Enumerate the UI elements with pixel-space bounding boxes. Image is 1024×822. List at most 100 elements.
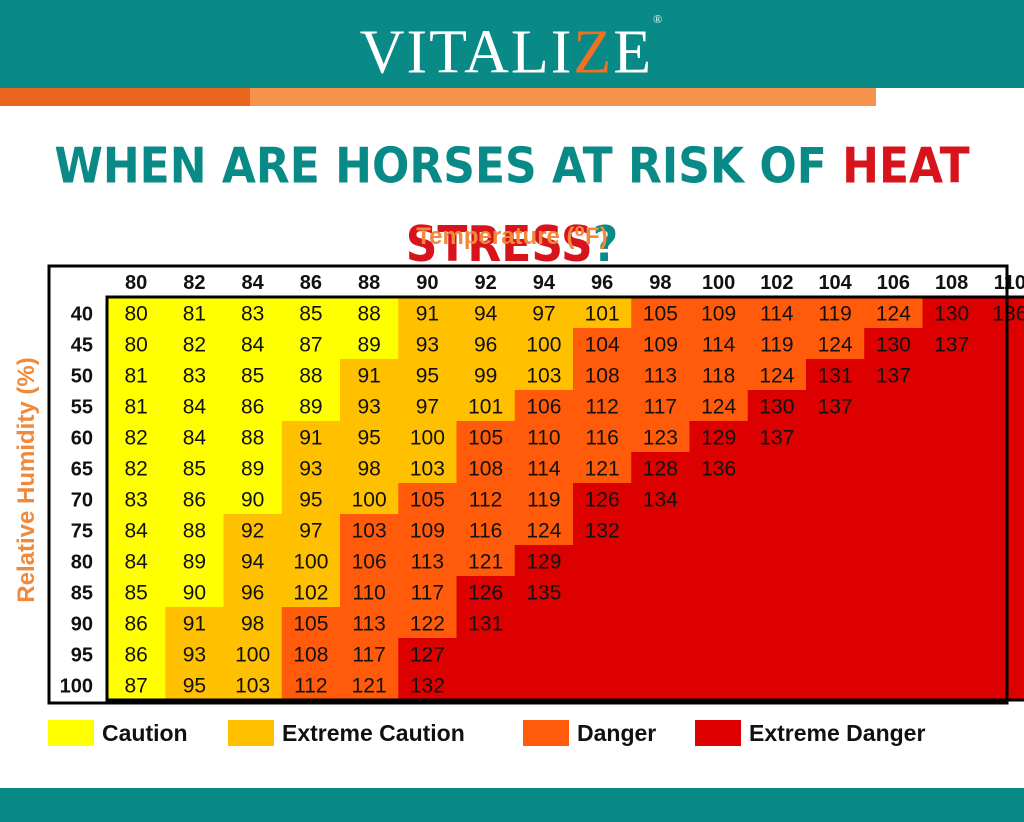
heat-cell-caution — [223, 421, 283, 453]
heat-index-value: 88 — [357, 303, 380, 326]
heat-index-value: 130 — [759, 396, 794, 419]
heat-cell-caution — [165, 297, 225, 329]
heat-cell-danger — [514, 421, 574, 453]
vitalize-logo: VITALIZE® — [0, 12, 1024, 86]
heat-index-value: 80 — [124, 334, 147, 357]
heat-index-value: 81 — [124, 396, 147, 419]
heat-index-value: 95 — [416, 365, 439, 388]
heat-cell-extreme-caution — [340, 452, 399, 484]
x-tick-label: 82 — [183, 272, 205, 294]
heat-cell-extreme-danger — [573, 483, 632, 515]
heat-cell-extreme-danger — [514, 576, 574, 608]
heat-cell-danger — [340, 545, 399, 577]
heat-cell-extreme-caution — [398, 452, 458, 484]
heat-index-value: 101 — [585, 303, 620, 326]
heat-cell-caution — [281, 297, 341, 329]
legend-caution: Caution — [48, 718, 188, 748]
heat-cell-extreme-danger — [573, 638, 632, 670]
heat-index-value: 92 — [241, 520, 264, 543]
heat-index-value: 88 — [299, 365, 322, 388]
heat-cell-extreme-danger — [864, 483, 924, 515]
heat-cell-extreme-danger — [806, 607, 865, 639]
heat-index-value: 88 — [241, 427, 264, 450]
heat-index-value: 84 — [124, 520, 148, 543]
heat-cell-caution — [281, 328, 341, 360]
heat-cell-extreme-caution — [281, 421, 341, 453]
heat-cell-extreme-danger — [514, 669, 574, 701]
heat-cell-danger — [573, 328, 632, 360]
heat-cell-extreme-danger — [922, 328, 982, 360]
heat-cell-extreme-danger — [864, 421, 924, 453]
heat-cell-extreme-danger — [689, 452, 749, 484]
heat-cell-extreme-caution — [456, 297, 516, 329]
heat-index-value: 108 — [468, 458, 503, 481]
heat-cell-extreme-danger — [631, 514, 691, 546]
x-tick-label: 84 — [242, 272, 265, 294]
heat-cell-extreme-danger — [922, 514, 982, 546]
heat-cell-extreme-danger — [922, 483, 982, 515]
heat-index-value: 96 — [241, 582, 264, 605]
heat-cell-extreme-danger — [922, 390, 982, 422]
legend-label-danger: Danger — [577, 719, 657, 746]
heat-cell-extreme-caution — [165, 638, 225, 670]
heat-index-value: 130 — [876, 334, 911, 357]
legend-label-extreme-caution: Extreme Caution — [282, 719, 465, 746]
heat-cell-extreme-danger — [573, 514, 632, 546]
heat-cell-extreme-caution — [456, 328, 516, 360]
heat-cell-caution — [340, 297, 399, 329]
heat-index-value: 84 — [241, 334, 265, 357]
heat-index-value: 98 — [357, 458, 380, 481]
heat-index-value: 91 — [183, 613, 206, 636]
heat-index-value: 89 — [183, 551, 206, 574]
heat-cell-extreme-danger — [514, 545, 574, 577]
heat-cell-danger — [398, 545, 458, 577]
heat-cell-extreme-danger — [573, 576, 632, 608]
heat-index-value: 124 — [701, 396, 736, 419]
y-tick-label: 50 — [71, 366, 93, 388]
heat-cell-caution — [223, 359, 283, 391]
heat-cell-extreme-danger — [573, 545, 632, 577]
heat-cell-extreme-danger — [806, 638, 865, 670]
heat-cell-caution — [340, 328, 399, 360]
heat-cell-danger — [340, 669, 399, 701]
heat-index-value: 122 — [410, 613, 445, 636]
heat-index-value: 117 — [411, 582, 444, 605]
heat-cell-danger — [456, 421, 516, 453]
heat-index-value: 81 — [183, 303, 206, 326]
heat-cell-extreme-danger — [980, 297, 1024, 329]
heat-index-value: 81 — [124, 365, 147, 388]
heat-index-value: 130 — [934, 303, 969, 326]
heat-cell-extreme-danger — [806, 452, 865, 484]
heat-cell-extreme-caution — [456, 390, 516, 422]
heat-cell-danger — [398, 576, 458, 608]
y-tick-label: 55 — [71, 397, 93, 419]
heat-index-value: 100 — [293, 551, 328, 574]
heat-cell-extreme-danger — [573, 607, 632, 639]
heat-cell-danger — [631, 297, 691, 329]
heat-index-value: 93 — [183, 644, 206, 667]
heat-cell-extreme-danger — [747, 638, 807, 670]
heat-cell-danger — [398, 607, 458, 639]
heat-cell-danger — [631, 421, 691, 453]
heat-index-value: 80 — [124, 303, 147, 326]
page-title: WHEN ARE HORSES AT RISK OF HEAT STRESS? — [0, 128, 1024, 285]
heat-cell-extreme-caution — [223, 545, 283, 577]
heat-index-value: 89 — [241, 458, 264, 481]
heat-index-value: 109 — [643, 334, 678, 357]
heat-cell-caution — [107, 328, 166, 360]
heat-cell-extreme-danger — [747, 669, 807, 701]
heat-cell-extreme-danger — [980, 638, 1024, 670]
heat-cell-extreme-danger — [747, 452, 807, 484]
heat-cell-caution — [107, 576, 166, 608]
heat-index-value: 119 — [760, 334, 793, 357]
heat-cell-danger — [281, 669, 341, 701]
heat-index-value: 132 — [585, 520, 620, 543]
heat-index-value: 131 — [818, 365, 853, 388]
heat-index-value: 109 — [701, 303, 736, 326]
heat-cell-extreme-danger — [806, 576, 865, 608]
heat-cell-extreme-caution — [514, 297, 574, 329]
x-tick-label: 110 — [994, 272, 1024, 294]
heat-index-value: 83 — [183, 365, 206, 388]
heat-index-value: 97 — [416, 396, 439, 419]
